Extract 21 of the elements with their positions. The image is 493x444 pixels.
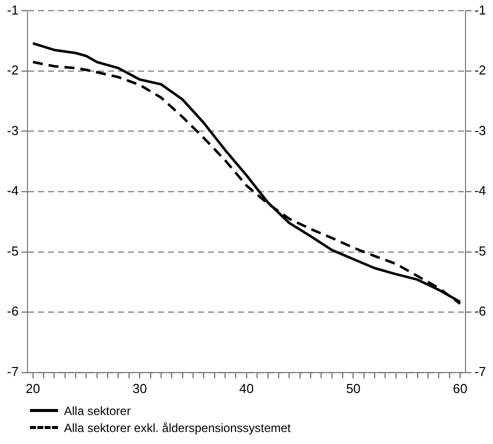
y2-tick-label: -3 [474,122,486,138]
x-tick-label: 60 [452,380,468,396]
y2-tick-label: -1 [474,2,486,18]
y-tick-label: -5 [6,243,19,258]
x-tick-label: 20 [26,380,40,396]
y-tick-label: -3 [6,122,19,138]
y2-tick-label: -2 [474,62,486,78]
legend-label: Alla sektorer [64,404,131,418]
x-tick-label: 50 [346,380,361,396]
y2-tick-label: -7 [474,364,486,379]
y2-tick-label: -6 [474,304,486,319]
y2-tick-label: -5 [474,243,486,258]
legend-label: Alla sektorer exkl. ålderspensionssystemet [64,420,291,434]
x-tick-label: 40 [239,380,254,396]
y-tick-label: -1 [6,2,19,18]
y-tick-label: -6 [6,304,19,319]
y2-tick-label: -4 [474,183,486,198]
y-tick-label: -4 [6,183,19,198]
y-tick-label: -2 [6,62,19,78]
x-tick-label: 30 [132,380,147,396]
y-tick-label: -7 [6,364,19,379]
